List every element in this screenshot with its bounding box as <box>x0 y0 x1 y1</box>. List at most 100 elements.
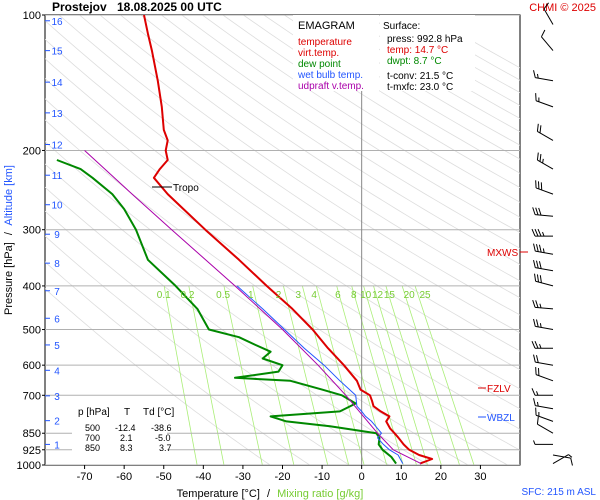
wind-barb-flag <box>531 388 536 396</box>
altitude-tick-label: 4 <box>54 366 60 377</box>
legend-title: EMAGRAM <box>298 20 355 32</box>
wind-barb-half <box>538 411 540 417</box>
pressure-tick-label: 700 <box>23 390 41 402</box>
pressure-tick-label: 400 <box>23 281 41 293</box>
temperature-tick-label: -40 <box>195 471 211 483</box>
wind-barb-flag <box>536 260 539 269</box>
wind-barb-flag <box>535 367 537 375</box>
surface-temp: temp: 14.7 °C <box>387 45 448 56</box>
wind-barb-flag <box>531 228 536 237</box>
mixing-ratio-line <box>363 285 417 465</box>
table-cell: -38.6 <box>151 423 172 433</box>
wind-barb-flag <box>536 274 540 283</box>
altitude-tick-label: 1 <box>54 440 60 451</box>
temperature-tick-label: -60 <box>116 471 132 483</box>
altitude-tick-label: 13 <box>51 109 63 120</box>
wind-barb-flag <box>537 181 540 189</box>
station-title: Prostejov <box>52 0 107 14</box>
pressure-tick-label: 300 <box>23 225 41 237</box>
wind-barb-flag <box>535 93 537 101</box>
dry-adiabat <box>222 15 520 203</box>
sfc-label: SFC: 215 m ASL <box>522 487 597 498</box>
altitude-tick-label: 10 <box>51 201 63 212</box>
surface-press: press: 992.8 hPa <box>387 34 463 45</box>
temperature-tick-label: 30 <box>474 471 486 483</box>
table-cell: 850 <box>85 443 100 453</box>
surface-dwpt: dwpt: 8.7 °C <box>387 56 442 67</box>
altitude-tick-label: 14 <box>51 78 63 89</box>
mixing-ratio-line <box>283 285 329 465</box>
y-axis-pressure-label: Pressure [hPa] <box>3 242 15 315</box>
mixing-ratio-line <box>252 285 295 465</box>
mixing-ratio-label: 10 <box>360 290 372 301</box>
wind-barb-flag <box>538 207 542 216</box>
table-cell: -12.4 <box>115 423 136 433</box>
wind-barb <box>536 123 554 141</box>
wind-barb <box>535 407 554 422</box>
table-cell: 700 <box>85 433 100 443</box>
series-udpraft-v-temp <box>84 150 422 465</box>
dry-adiabat <box>45 38 520 371</box>
level-table: p [hPa] T Td [°C] 500 -12.4 -38.6 700 2.… <box>72 403 174 455</box>
temperature-tick-label: 10 <box>395 471 407 483</box>
surface-info: Surface: press: 992.8 hPa temp: 14.7 °C … <box>380 15 475 93</box>
table-header: p [hPa] <box>78 407 110 418</box>
dry-adiabat <box>181 15 520 234</box>
series-wet-bulb-temp <box>236 285 404 464</box>
wind-barb <box>534 273 554 287</box>
mixing-ratio-label: 0.1 <box>157 290 171 301</box>
wind-barb-staff <box>535 187 554 195</box>
fzlv-marker: FZLV <box>478 384 511 395</box>
wind-barb-flag <box>536 355 539 363</box>
mixing-ratio-label: 0.2 <box>181 290 195 301</box>
mixing-ratio-label: 1 <box>248 290 254 301</box>
datetime-title: 18.08.2025 00 UTC <box>117 0 222 14</box>
wind-barb-flag <box>536 152 539 161</box>
mixing-ratio-line <box>373 285 428 465</box>
wind-barb-flag <box>540 29 546 38</box>
wind-barb-flag <box>543 2 549 10</box>
dry-adiabat <box>161 15 520 249</box>
y-axis-altitude-label: Altitude [km] <box>3 165 15 226</box>
wind-barb-flag <box>538 261 542 269</box>
wind-barb <box>536 416 554 434</box>
wind-barb <box>532 299 554 310</box>
altitude-tick-label: 15 <box>51 47 63 58</box>
wind-barb-flag <box>533 243 536 252</box>
wind-barb-half <box>542 158 544 164</box>
wind-barb-flag <box>538 244 542 253</box>
mixing-ratio-label: 2 <box>276 290 282 301</box>
wind-barb-flag <box>534 273 537 282</box>
temperature-tick-label: -10 <box>314 471 330 483</box>
wind-barb-flag <box>537 368 540 376</box>
temperature-tick-label: -70 <box>77 471 93 483</box>
wind-barb-flag <box>533 260 536 268</box>
pressure-tick-label: 500 <box>23 325 41 337</box>
table-cell: 2.1 <box>120 433 133 443</box>
x-axis-mixing-label: Mixing ratio [g/kg] <box>277 488 363 500</box>
wind-barb <box>543 2 554 25</box>
dry-adiabat <box>120 15 520 282</box>
wind-barb <box>532 207 554 217</box>
wind-barb-half <box>539 303 542 308</box>
legend-item: temperature <box>298 37 352 48</box>
wind-barb <box>552 454 573 466</box>
mixing-ratio-line <box>385 285 442 465</box>
mixing-ratio-label: 25 <box>419 290 431 301</box>
surface-tconv: t-conv: 21.5 °C <box>387 71 453 82</box>
surface-title: Surface: <box>383 21 420 32</box>
wind-barb-flag <box>570 458 573 466</box>
dry-adiabat <box>45 98 520 430</box>
altitude-tick-label: 6 <box>54 314 60 325</box>
mixing-ratio-label: 15 <box>384 290 396 301</box>
mixing-ratio-label: 12 <box>372 290 384 301</box>
wind-barb-flag <box>531 341 536 349</box>
altitude-tick-label: 3 <box>54 392 60 403</box>
series-temperature <box>143 15 434 465</box>
wbzl-marker: WBZL <box>478 413 515 424</box>
mixing-ratio-line <box>188 285 225 465</box>
mixing-ratio-label: 20 <box>404 290 416 301</box>
mxws-label: MXWS <box>487 248 518 259</box>
wind-barb <box>533 318 554 330</box>
